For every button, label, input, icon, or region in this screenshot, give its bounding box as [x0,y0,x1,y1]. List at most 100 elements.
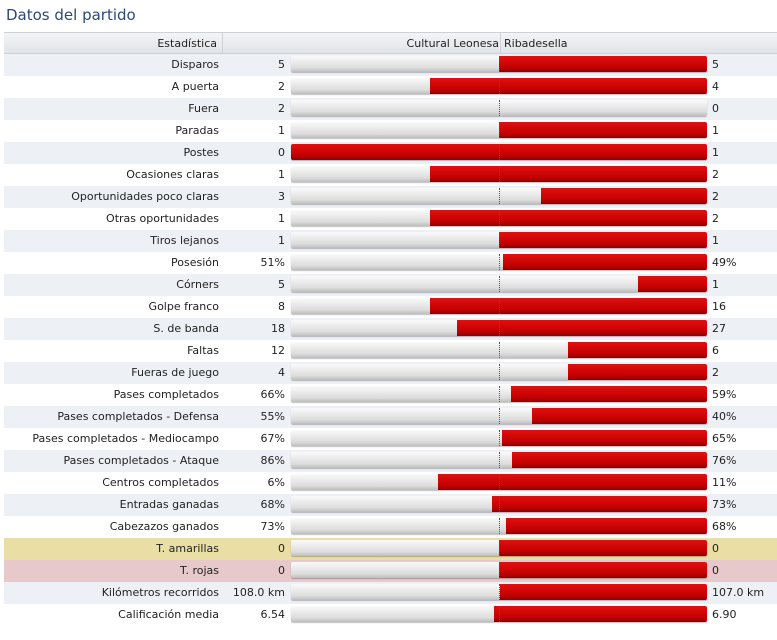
home-value: 4 [278,366,285,379]
bar-center-marker [499,496,500,512]
away-bar-fill [457,320,707,336]
home-value: 66% [261,388,285,401]
away-value: 68% [712,520,736,533]
comparison-bar [291,540,707,556]
away-value: 5 [712,58,719,71]
home-value: 1 [278,212,285,225]
away-value: 27 [712,322,726,335]
away-value: 16 [712,300,726,313]
home-value: 6% [268,476,285,489]
home-value: 5 [278,58,285,71]
away-value: 6.90 [712,608,737,621]
comparison-bar [291,210,707,226]
comparison-bar [291,364,707,380]
stat-label: Tiros lejanos [4,234,219,247]
bar-center-marker [499,254,500,270]
bar-center-marker [499,144,500,160]
stat-label: T. rojas [4,564,219,577]
stat-row: Pases completados - Mediocampo 67% 65% [4,428,777,450]
stats-header: Estadística Cultural Leonesa Ribadesella [4,32,777,54]
stat-row: Otras oportunidades 1 2 [4,208,777,230]
away-value: 1 [712,234,719,247]
home-value: 12 [271,344,285,357]
comparison-bar [291,496,707,512]
comparison-bar [291,584,707,600]
stat-row: Posesión 51% 49% [4,252,777,274]
stat-label: Córners [4,278,219,291]
bar-center-marker [499,518,500,534]
stat-label: Disparos [4,58,219,71]
stat-label: Paradas [4,124,219,137]
panel-title: Datos del partido [6,6,136,24]
home-value: 67% [261,432,285,445]
bar-center-marker [499,606,500,622]
away-bar-fill [638,276,707,292]
home-value: 6.54 [261,608,286,621]
home-value: 0 [278,542,285,555]
bar-center-marker [499,78,500,94]
away-value: 4 [712,80,719,93]
home-value: 2 [278,102,285,115]
stat-row: Oportunidades poco claras 3 2 [4,186,777,208]
stat-label: Oportunidades poco claras [4,190,219,203]
stat-label: Kilómetros recorridos [4,586,219,599]
away-value: 49% [712,256,736,269]
away-bar-fill [499,540,707,556]
comparison-bar [291,518,707,534]
stat-label: Fuera [4,102,219,115]
stat-row: Ocasiones claras 1 2 [4,164,777,186]
stat-label: Ocasiones claras [4,168,219,181]
bar-center-marker [499,364,500,380]
comparison-bar [291,408,707,424]
bar-center-marker [499,474,500,490]
header-center-divider [500,33,501,53]
away-value: 59% [712,388,736,401]
away-bar-fill [499,232,707,248]
stat-row: Fueras de juego 4 2 [4,362,777,384]
comparison-bar [291,232,707,248]
stat-label: Cabezazos ganados [4,520,219,533]
away-value: 76% [712,454,736,467]
bar-center-marker [499,540,500,556]
stat-label: Posesión [4,256,219,269]
away-bar-fill [568,364,707,380]
home-value: 1 [278,124,285,137]
comparison-bar [291,562,707,578]
stat-label: Pases completados - Mediocampo [4,432,219,445]
away-value: 11% [712,476,736,489]
away-value: 1 [712,146,719,159]
away-bar-fill [494,606,707,622]
stat-label: Calificación media [4,608,219,621]
home-value: 5 [278,278,285,291]
away-value: 1 [712,124,719,137]
home-value: 86% [261,454,285,467]
away-value: 107.0 km [712,586,764,599]
away-bar-fill [532,408,707,424]
home-value: 0 [278,564,285,577]
header-statistic: Estadística [4,37,217,50]
away-bar-fill [499,562,707,578]
stat-row: A puerta 2 4 [4,76,777,98]
comparison-bar [291,254,707,270]
stat-row: Fuera 2 0 [4,98,777,120]
bar-center-marker [499,210,500,226]
home-value: 68% [261,498,285,511]
header-away-team: Ribadesella [504,37,568,50]
away-bar-fill [503,254,707,270]
bar-center-marker [499,232,500,248]
bar-center-marker [499,430,500,446]
stat-row: Tiros lejanos 1 1 [4,230,777,252]
home-value: 3 [278,190,285,203]
stat-row: S. de banda 18 27 [4,318,777,340]
away-value: 2 [712,168,719,181]
bar-center-marker [499,166,500,182]
comparison-bar [291,606,707,622]
stat-row: Centros completados 6% 11% [4,472,777,494]
stat-row: Golpe franco 8 16 [4,296,777,318]
comparison-bar [291,474,707,490]
comparison-bar [291,320,707,336]
away-bar-fill [506,518,707,534]
home-value: 18 [271,322,285,335]
away-bar-fill [500,584,707,600]
stat-label: Faltas [4,344,219,357]
